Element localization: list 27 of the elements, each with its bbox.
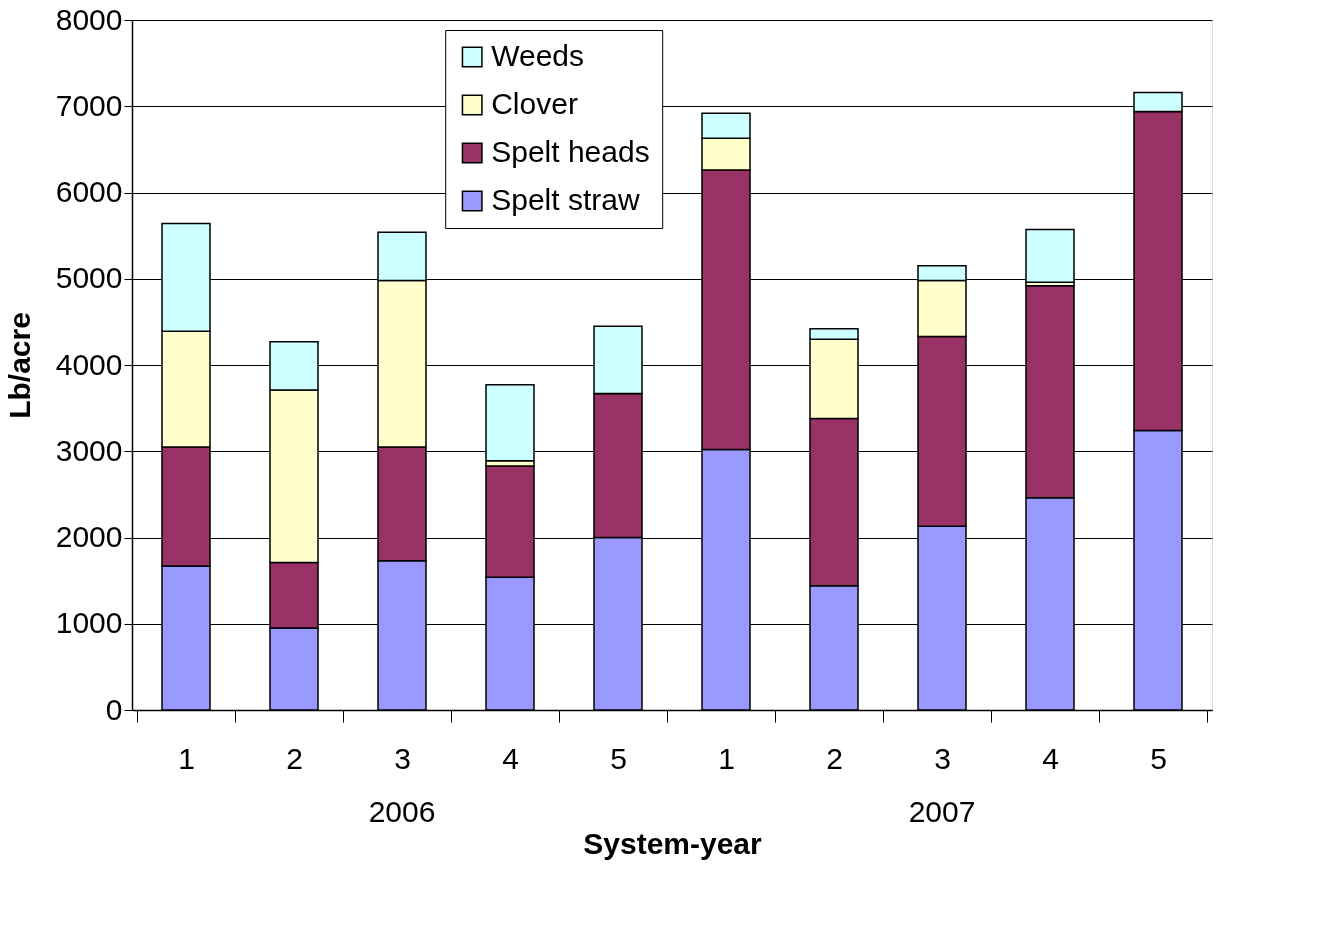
x-tick-label: 5 — [610, 741, 627, 775]
y-tick-label: 4000 — [55, 347, 123, 381]
legend-label: Spelt straw — [491, 183, 640, 216]
text: 2007 — [908, 795, 976, 828]
y-tick-label: 2000 — [55, 520, 123, 553]
text: 2006 — [368, 795, 436, 828]
y-tick-label: 5000 — [55, 261, 123, 295]
x-tick-label: 2 — [286, 741, 303, 775]
y-tick-label: 3000 — [55, 433, 123, 467]
x-tick-label: 2 — [826, 741, 843, 775]
y-axis-title: Lb/acre — [2, 312, 36, 419]
x-axis-title: System-year — [583, 826, 763, 860]
x-tick-label: 3 — [934, 741, 951, 775]
legend-label: Spelt heads — [491, 135, 650, 168]
y-tick-label: 6000 — [55, 175, 123, 208]
y-tick-label: 8000 — [55, 2, 123, 36]
x-tick-label: 1 — [718, 741, 735, 775]
y-tick-label: 7000 — [55, 88, 123, 122]
x-tick-label: 3 — [394, 741, 411, 775]
x-tick-label: 4 — [502, 741, 519, 775]
x-tick-label: 1 — [178, 741, 195, 775]
legend-label: Clover — [491, 87, 578, 120]
x-tick-label: 4 — [1042, 741, 1059, 775]
x-tick-label: 5 — [1150, 741, 1167, 775]
legend-label: Weeds — [491, 39, 585, 72]
y-tick-label: 0 — [105, 692, 123, 726]
y-tick-label: 1000 — [55, 606, 123, 640]
